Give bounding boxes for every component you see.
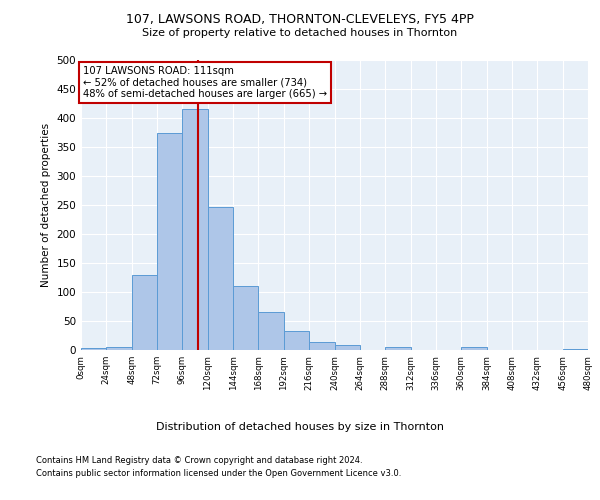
Bar xyxy=(259,312,284,350)
Bar xyxy=(157,132,182,350)
Text: 107, LAWSONS ROAD, THORNTON-CLEVELEYS, FY5 4PP: 107, LAWSONS ROAD, THORNTON-CLEVELEYS, F… xyxy=(126,12,474,26)
Bar xyxy=(182,110,208,350)
Text: Distribution of detached houses by size in Thornton: Distribution of detached houses by size … xyxy=(156,422,444,432)
Bar xyxy=(233,286,259,350)
Bar xyxy=(385,347,410,350)
Bar xyxy=(132,274,157,350)
Text: Size of property relative to detached houses in Thornton: Size of property relative to detached ho… xyxy=(142,28,458,38)
Bar xyxy=(106,347,132,350)
Bar xyxy=(284,331,309,350)
Bar xyxy=(208,206,233,350)
Text: Contains HM Land Registry data © Crown copyright and database right 2024.: Contains HM Land Registry data © Crown c… xyxy=(36,456,362,465)
Text: 107 LAWSONS ROAD: 111sqm
← 52% of detached houses are smaller (734)
48% of semi-: 107 LAWSONS ROAD: 111sqm ← 52% of detach… xyxy=(83,66,327,99)
Y-axis label: Number of detached properties: Number of detached properties xyxy=(41,123,51,287)
Bar xyxy=(563,349,588,350)
Bar xyxy=(335,346,360,350)
Bar xyxy=(309,342,335,350)
Bar xyxy=(81,348,106,350)
Bar xyxy=(461,346,487,350)
Text: Contains public sector information licensed under the Open Government Licence v3: Contains public sector information licen… xyxy=(36,468,401,477)
